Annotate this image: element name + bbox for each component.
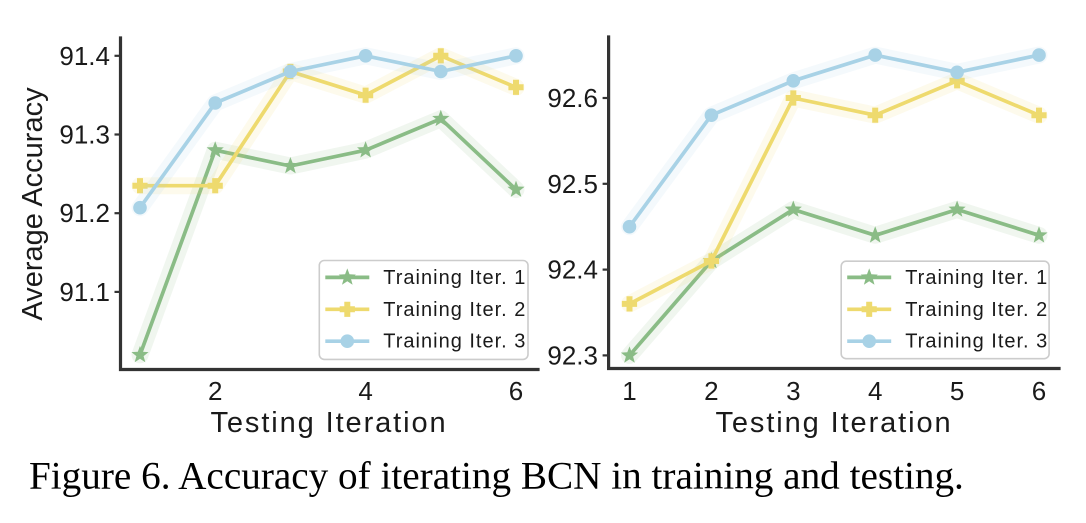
svg-text:Training Iter. 3: Training Iter. 3 — [905, 331, 1048, 353]
svg-text:Testing Iteration: Testing Iteration — [210, 407, 447, 439]
svg-text:Training Iter. 1: Training Iter. 1 — [905, 267, 1048, 289]
svg-text:Training Iter. 2: Training Iter. 2 — [383, 299, 526, 321]
svg-text:1: 1 — [622, 376, 636, 406]
svg-text:91.3: 91.3 — [59, 120, 110, 150]
svg-text:Training Iter. 2: Training Iter. 2 — [905, 299, 1048, 321]
svg-text:92.3: 92.3 — [547, 340, 598, 370]
svg-text:91.4: 91.4 — [59, 41, 110, 71]
svg-text:4: 4 — [358, 376, 372, 406]
svg-text:6: 6 — [509, 376, 523, 406]
svg-text:92.6: 92.6 — [547, 83, 598, 113]
svg-text:3: 3 — [786, 376, 800, 406]
svg-text:2: 2 — [208, 376, 222, 406]
svg-text:Training Iter. 1: Training Iter. 1 — [383, 267, 526, 289]
svg-text:92.4: 92.4 — [547, 255, 598, 285]
svg-text:91.1: 91.1 — [59, 277, 110, 307]
svg-text:6: 6 — [1032, 376, 1046, 406]
svg-text:5: 5 — [950, 376, 964, 406]
svg-text:Training Iter. 3: Training Iter. 3 — [383, 331, 526, 353]
svg-text:Figure 6. Accuracy of iteratin: Figure 6. Accuracy of iterating BCN in t… — [29, 455, 964, 498]
svg-text:Average Accuracy: Average Accuracy — [17, 87, 49, 321]
svg-text:91.2: 91.2 — [59, 198, 110, 228]
svg-text:4: 4 — [868, 376, 882, 406]
svg-text:Testing Iteration: Testing Iteration — [715, 407, 952, 439]
svg-text:92.5: 92.5 — [547, 169, 598, 199]
svg-text:2: 2 — [704, 376, 718, 406]
